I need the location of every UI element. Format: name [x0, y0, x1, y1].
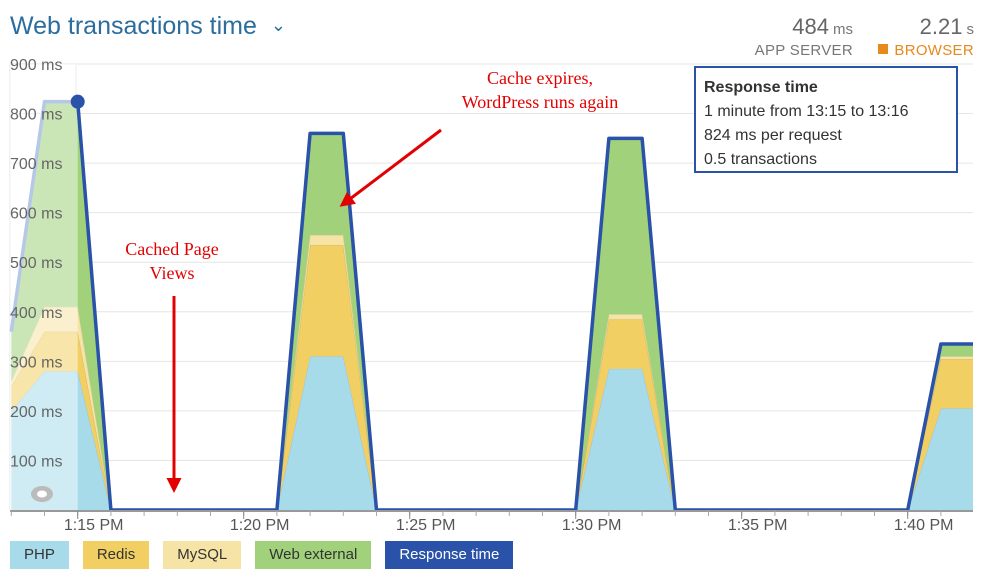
y-tick-label: 100 ms	[10, 453, 62, 470]
x-tick-label: 1:40 PM	[894, 517, 954, 534]
area-php	[11, 356, 974, 510]
app-server-value: 484	[792, 14, 829, 39]
legend: PHP Redis MySQL Web external Response ti…	[10, 541, 514, 569]
tooltip-line-per-request: 824 ms per request	[704, 127, 842, 144]
chevron-down-icon: ⌄	[270, 15, 286, 35]
area-edge	[10, 244, 973, 511]
response-time-tooltip: Response time 1 minute from 13:15 to 13:…	[694, 66, 958, 173]
x-tick-label: 1:30 PM	[562, 517, 622, 534]
x-tick-label: 1:15 PM	[64, 517, 124, 534]
x-tick-label: 1:25 PM	[396, 517, 456, 534]
annotation-text: Cache expires,	[487, 68, 593, 88]
faded-region	[10, 64, 78, 510]
y-tick-label: 900 ms	[10, 57, 62, 74]
legend-mysql[interactable]: MySQL	[163, 541, 242, 569]
x-tick-label: 1:35 PM	[728, 517, 788, 534]
y-tick-label: 300 ms	[10, 354, 62, 371]
app-server-metric: 484 ms APP SERVER	[700, 14, 853, 59]
annotation-arrow	[339, 128, 442, 207]
y-tick-label: 800 ms	[10, 107, 62, 124]
chart-title: Web transactions time	[10, 12, 257, 40]
browser-square-icon	[878, 44, 889, 54]
browser-metric: 2.21 s BROWSER	[860, 14, 974, 59]
y-tick-label: 400 ms	[10, 305, 62, 322]
tooltip-line-range: 1 minute from 13:15 to 13:16	[704, 103, 909, 120]
app-server-unit: ms	[833, 21, 853, 38]
area-edge	[10, 355, 973, 511]
legend-redis[interactable]: Redis	[82, 541, 150, 569]
browser-unit: s	[966, 21, 975, 38]
highlight-point	[70, 94, 85, 109]
x-axis: 1:15 PM 1:20 PM 1:25 PM 1:30 PM 1:35 PM 1:40 …	[10, 510, 973, 534]
chart-header: Web transactions time ⌄ 484 ms APP SERVER …	[0, 0, 998, 64]
annotations: Cache expires, WordPress runs again Cached…	[125, 68, 619, 493]
y-tick-label: 500 ms	[10, 255, 62, 272]
y-tick-label: 600 ms	[10, 206, 62, 223]
tooltip-title: Response time	[704, 79, 818, 96]
browser-label: BROWSER	[894, 42, 974, 59]
area-redis	[11, 244, 974, 510]
y-tick-label: 200 ms	[10, 404, 62, 421]
legend-response-time[interactable]: Response time	[385, 541, 514, 569]
annotation-text: Views	[150, 263, 195, 283]
legend-web-external[interactable]: Web external	[255, 541, 372, 569]
chart-title-dropdown[interactable]: Web transactions time ⌄	[10, 12, 286, 41]
browser-value: 2.21	[919, 14, 963, 39]
scroll-handle-icon-inner	[37, 490, 47, 498]
response-time-line-faded	[9, 99, 78, 332]
annotation-text: WordPress runs again	[462, 92, 619, 112]
y-tick-label: 700 ms	[10, 156, 62, 173]
x-tick-label: 1:20 PM	[230, 517, 290, 534]
legend-php[interactable]: PHP	[10, 541, 69, 569]
annotation-text: Cached Page	[125, 239, 218, 259]
y-axis: 900 ms 800 ms 700 ms 600 ms 500 ms 400 ms 300 …	[10, 57, 62, 470]
tooltip-line-transactions: 0.5 transactions	[704, 151, 817, 168]
app-server-label: APP SERVER	[754, 42, 853, 59]
